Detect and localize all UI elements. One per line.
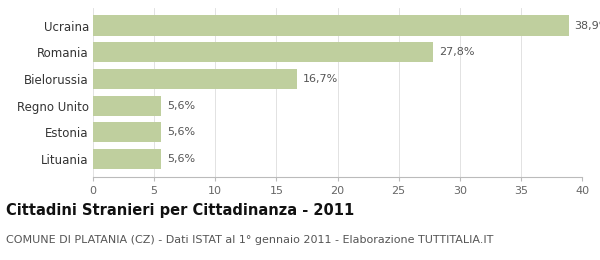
Text: 5,6%: 5,6%: [167, 101, 196, 111]
Text: COMUNE DI PLATANIA (CZ) - Dati ISTAT al 1° gennaio 2011 - Elaborazione TUTTITALI: COMUNE DI PLATANIA (CZ) - Dati ISTAT al …: [6, 235, 493, 245]
Bar: [93, 149, 161, 169]
Text: Cittadini Stranieri per Cittadinanza - 2011: Cittadini Stranieri per Cittadinanza - 2…: [6, 203, 354, 218]
Bar: [93, 16, 569, 36]
Bar: [93, 69, 297, 89]
Bar: [93, 42, 433, 62]
Bar: [93, 96, 161, 116]
Text: 16,7%: 16,7%: [303, 74, 338, 84]
Text: 5,6%: 5,6%: [167, 154, 196, 164]
Text: 5,6%: 5,6%: [167, 127, 196, 137]
Text: 27,8%: 27,8%: [439, 47, 475, 57]
Text: 38,9%: 38,9%: [575, 21, 600, 30]
Bar: [93, 122, 161, 142]
